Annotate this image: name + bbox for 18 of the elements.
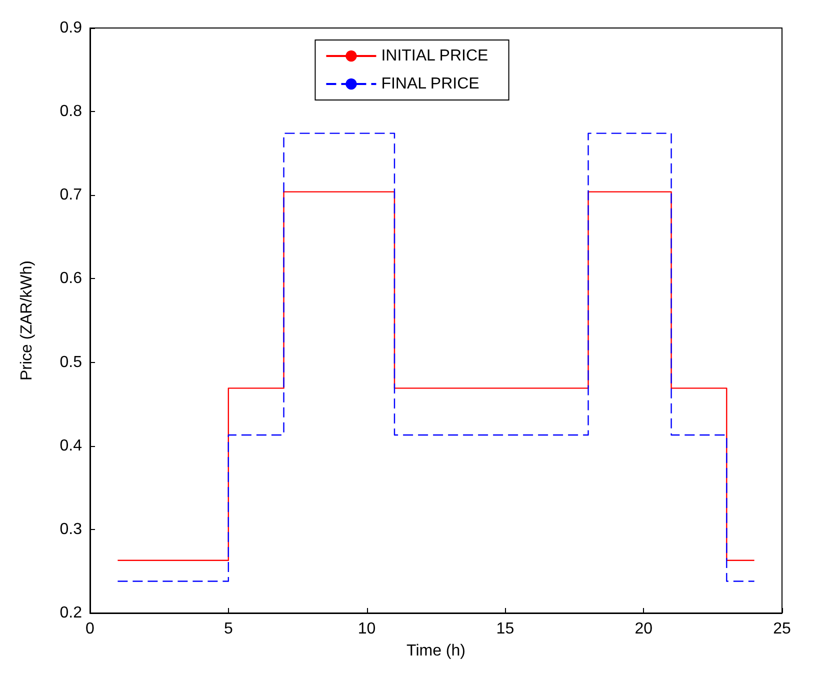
legend-label: FINAL PRICE xyxy=(381,76,480,92)
y-tick-label: 0.6 xyxy=(60,270,82,288)
y-tick-label: 0.4 xyxy=(60,437,82,454)
y-tick-label: 0.9 xyxy=(60,20,82,36)
legend-label: INITIAL PRICE xyxy=(381,48,488,64)
y-tick-label: 0.5 xyxy=(60,354,82,371)
x-tick-label: 10 xyxy=(358,620,376,638)
x-tick-label: 15 xyxy=(496,620,514,638)
x-tick-label: 0 xyxy=(86,620,95,638)
y-axis-title: Price (ZAR/kWh) xyxy=(18,260,36,380)
y-tick-label: 0.8 xyxy=(60,103,82,120)
x-tick-label: 25 xyxy=(773,620,791,638)
y-tick-label: 0.7 xyxy=(60,186,82,204)
y-tick-label: 0.3 xyxy=(60,520,82,538)
x-tick-label: 5 xyxy=(224,620,233,638)
x-axis-title: Time (h) xyxy=(406,642,466,660)
x-tick-label: 20 xyxy=(634,620,653,638)
y-tick-label: 0.2 xyxy=(60,604,82,622)
